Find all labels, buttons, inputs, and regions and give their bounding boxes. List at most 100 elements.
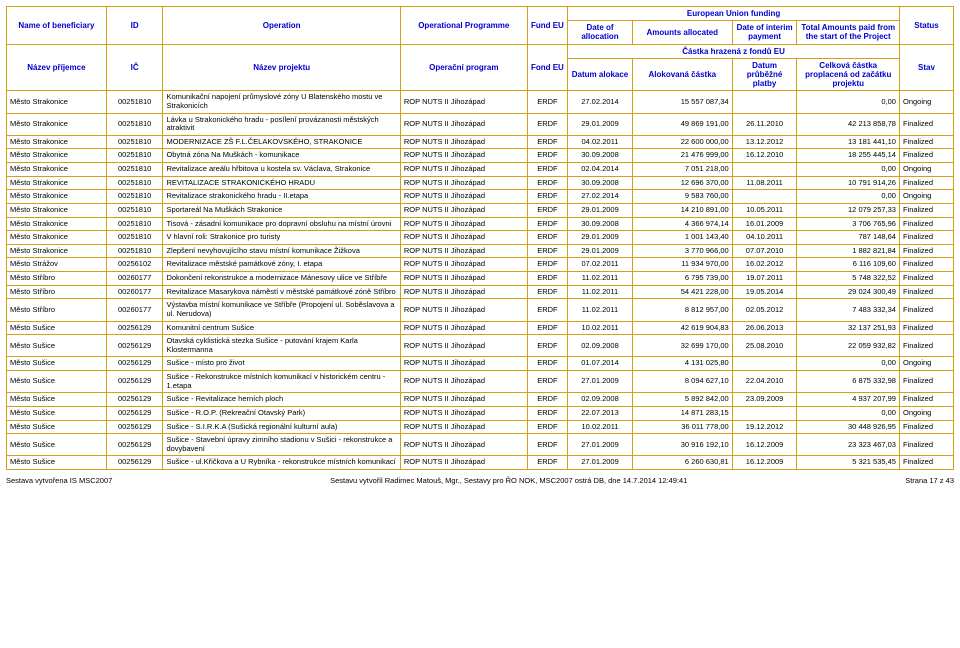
table-row: Město Sušice00256129Sušice - Rekonstrukc…	[7, 371, 954, 393]
table-row: Město Sušice00256129Komunitní centrum Su…	[7, 321, 954, 335]
table-header: Name of beneficiary ID Operation Operati…	[7, 7, 954, 91]
cell-total: 30 448 926,95	[797, 420, 900, 434]
cell-amount: 4 366 974,14	[632, 217, 732, 231]
cell-alloc-date: 27.02.2014	[568, 91, 633, 113]
cell-fund: ERDF	[527, 434, 567, 456]
cell-total: 32 137 251,93	[797, 321, 900, 335]
cell-status: Finalized	[899, 285, 953, 299]
table-row: Město Strakonice00251810MODERNIZACE ZŠ F…	[7, 135, 954, 149]
cell-fund: ERDF	[527, 420, 567, 434]
cell-amount: 22 600 000,00	[632, 135, 732, 149]
cell-programme: ROP NUTS II Jihozápad	[400, 91, 527, 113]
cell-beneficiary: Město Strakonice	[7, 91, 107, 113]
cell-status: Finalized	[899, 393, 953, 407]
cell-interim-date	[732, 406, 797, 420]
cell-programme: ROP NUTS II Jihozápad	[400, 335, 527, 357]
cell-interim-date: 19.07.2011	[732, 272, 797, 286]
col-fund-cs: Fond EU	[527, 44, 567, 91]
cell-operation: Sušice - R.O.P. (Rekreační Otavský Park)	[163, 406, 400, 420]
cell-interim-date: 04.10.2011	[732, 231, 797, 245]
col-alloc-date-en: Date of allocation	[568, 21, 633, 44]
cell-status: Finalized	[899, 113, 953, 135]
cell-operation: Sušice - Rekonstrukce místních komunikac…	[163, 371, 400, 393]
cell-amount: 6 260 630,81	[632, 456, 732, 470]
funding-table: Name of beneficiary ID Operation Operati…	[6, 6, 954, 470]
cell-id: 00256129	[106, 357, 163, 371]
table-row: Město Strakonice00251810Revitalizace str…	[7, 190, 954, 204]
cell-beneficiary: Město Strakonice	[7, 135, 107, 149]
cell-status: Finalized	[899, 258, 953, 272]
table-row: Město Sušice00256129Otavská cyklistická …	[7, 335, 954, 357]
col-cs-group: Částka hrazená z fondů EU	[568, 44, 900, 58]
cell-interim-date: 22.04.2010	[732, 371, 797, 393]
cell-id: 00256129	[106, 456, 163, 470]
col-beneficiary-en: Name of beneficiary	[7, 7, 107, 45]
cell-alloc-date: 01.07.2014	[568, 357, 633, 371]
cell-total: 0,00	[797, 190, 900, 204]
cell-total: 0,00	[797, 163, 900, 177]
table-row: Město Stříbro00260177Výstavba místní kom…	[7, 299, 954, 321]
cell-alloc-date: 11.02.2011	[568, 299, 633, 321]
cell-total: 4 937 207,99	[797, 393, 900, 407]
cell-operation: V hlavní roli: Strakonice pro turisty	[163, 231, 400, 245]
cell-total: 18 255 445,14	[797, 149, 900, 163]
cell-operation: Sportareál Na Muškách Strakonice	[163, 203, 400, 217]
cell-interim-date	[732, 190, 797, 204]
cell-beneficiary: Město Strakonice	[7, 113, 107, 135]
cell-id: 00251810	[106, 163, 163, 177]
cell-operation: Sušice - místo pro život	[163, 357, 400, 371]
cell-total: 0,00	[797, 91, 900, 113]
cell-operation: Sušice - Stavební úpravy zimního stadion…	[163, 434, 400, 456]
cell-beneficiary: Město Sušice	[7, 321, 107, 335]
cell-amount: 5 892 842,00	[632, 393, 732, 407]
col-programme-cs: Operační program	[400, 44, 527, 91]
table-row: Město Sušice00256129Sušice - místo pro ž…	[7, 357, 954, 371]
cell-status: Finalized	[899, 135, 953, 149]
cell-fund: ERDF	[527, 371, 567, 393]
cell-beneficiary: Město Strakonice	[7, 217, 107, 231]
cell-fund: ERDF	[527, 285, 567, 299]
cell-fund: ERDF	[527, 393, 567, 407]
cell-status: Finalized	[899, 203, 953, 217]
cell-alloc-date: 07.02.2011	[568, 258, 633, 272]
cell-beneficiary: Město Stříbro	[7, 272, 107, 286]
cell-id: 00256129	[106, 420, 163, 434]
cell-status: Finalized	[899, 149, 953, 163]
cell-operation: Otavská cyklistická stezka Sušice - puto…	[163, 335, 400, 357]
cell-beneficiary: Město Strakonice	[7, 149, 107, 163]
cell-id: 00251810	[106, 203, 163, 217]
cell-programme: ROP NUTS II Jihozápad	[400, 244, 527, 258]
cell-interim-date: 26.06.2013	[732, 321, 797, 335]
cell-fund: ERDF	[527, 258, 567, 272]
cell-beneficiary: Město Strakonice	[7, 203, 107, 217]
cell-alloc-date: 30.09.2008	[568, 176, 633, 190]
cell-status: Finalized	[899, 371, 953, 393]
cell-operation: Dokončení rekonstrukce a modernizace Mán…	[163, 272, 400, 286]
cell-programme: ROP NUTS II Jihozápad	[400, 135, 527, 149]
cell-interim-date	[732, 357, 797, 371]
cell-id: 00251810	[106, 176, 163, 190]
cell-status: Finalized	[899, 244, 953, 258]
cell-status: Finalized	[899, 176, 953, 190]
cell-fund: ERDF	[527, 456, 567, 470]
col-alloc-date-cs: Datum alokace	[568, 58, 633, 91]
col-id-en: ID	[106, 7, 163, 45]
cell-interim-date	[732, 91, 797, 113]
cell-beneficiary: Město Strakonice	[7, 190, 107, 204]
cell-programme: ROP NUTS II Jihozápad	[400, 231, 527, 245]
cell-programme: ROP NUTS II Jihozápad	[400, 217, 527, 231]
cell-status: Finalized	[899, 299, 953, 321]
table-row: Město Stříbro00260177Revitalizace Masary…	[7, 285, 954, 299]
cell-alloc-date: 10.02.2011	[568, 321, 633, 335]
cell-interim-date: 02.05.2012	[732, 299, 797, 321]
col-id-cs: IČ	[106, 44, 163, 91]
col-amounts-cs: Alokovaná částka	[632, 58, 732, 91]
cell-total: 29 024 300,49	[797, 285, 900, 299]
cell-beneficiary: Město Sušice	[7, 357, 107, 371]
cell-operation: Revitalizace strakonického hradu - II.et…	[163, 190, 400, 204]
col-status-en: Status	[899, 7, 953, 45]
cell-id: 00251810	[106, 113, 163, 135]
cell-fund: ERDF	[527, 176, 567, 190]
cell-programme: ROP NUTS II Jihozápad	[400, 149, 527, 163]
cell-status: Ongoing	[899, 190, 953, 204]
